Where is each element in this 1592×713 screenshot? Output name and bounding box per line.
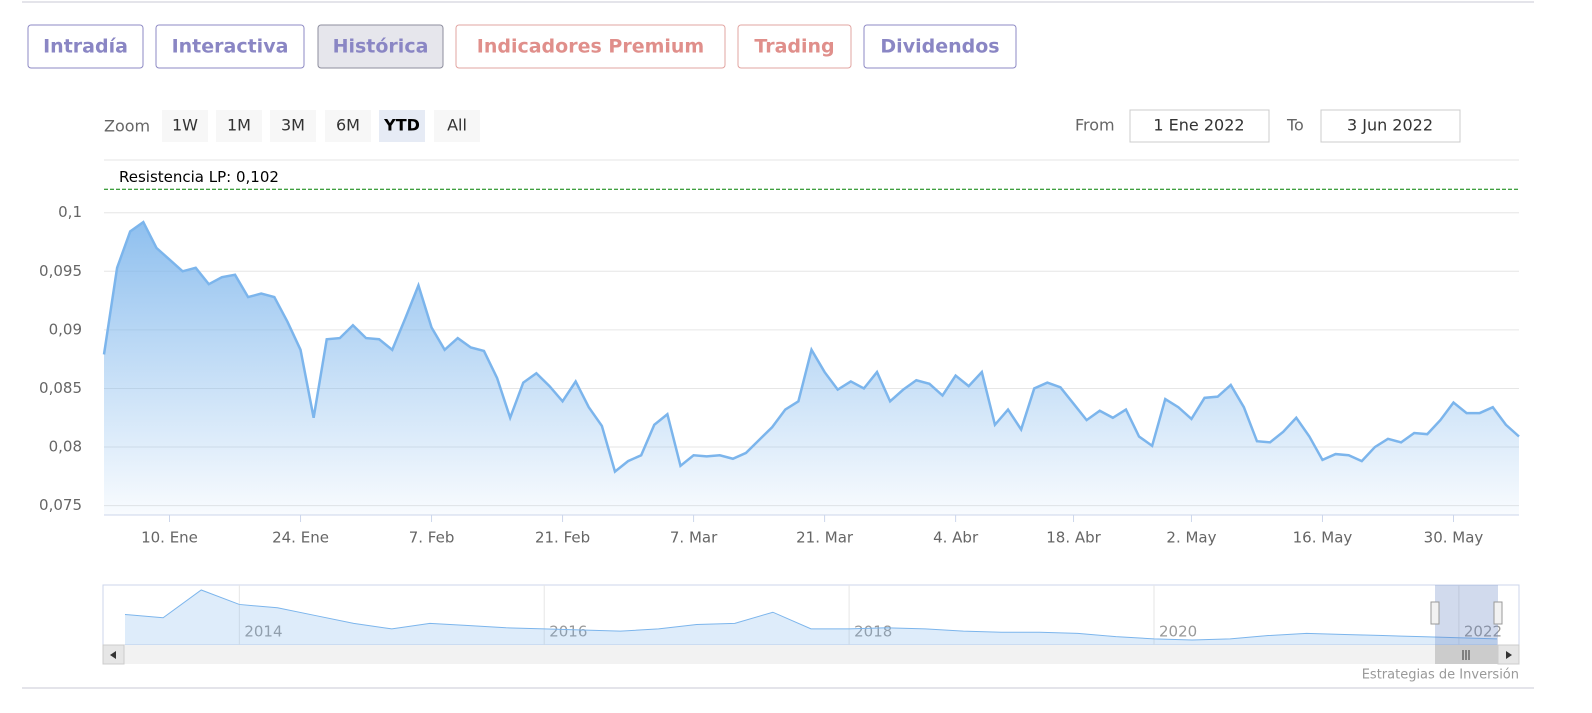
- scrollbar-grip: [1462, 650, 1470, 660]
- navigator-mask: [1435, 585, 1498, 645]
- tab-button[interactable]: [455, 24, 726, 69]
- x-tick-label: 10. Ene: [141, 529, 198, 547]
- tab-label[interactable]: Histórica: [333, 36, 429, 58]
- navigator-label: 2022: [1464, 623, 1502, 641]
- tab-button[interactable]: [317, 24, 444, 69]
- navigator-label: 2014: [244, 623, 282, 641]
- tab-button[interactable]: [863, 24, 1017, 69]
- tab-label[interactable]: Trading: [754, 36, 834, 58]
- x-tick-label: 24. Ene: [272, 529, 329, 547]
- tab-button[interactable]: [155, 24, 305, 69]
- tab-label[interactable]: Intradía: [43, 36, 128, 58]
- x-tick-label: 7. Feb: [409, 529, 455, 547]
- from-label: From: [1075, 116, 1115, 135]
- x-tick-label: 21. Feb: [535, 529, 590, 547]
- y-tick-label: 0,1: [58, 203, 82, 221]
- navigator-line: [124, 589, 1498, 641]
- tab-button[interactable]: [737, 24, 852, 69]
- navigator-label: 2016: [549, 623, 587, 641]
- y-tick-label: 0,095: [39, 262, 82, 280]
- tab-button[interactable]: [27, 24, 144, 69]
- from-input[interactable]: [1129, 109, 1270, 143]
- to-value[interactable]: 3 Jun 2022: [1347, 116, 1433, 135]
- to-label: To: [1286, 116, 1304, 135]
- credits: Estrategias de Inversión: [1362, 668, 1519, 683]
- navigator-handle[interactable]: [1493, 601, 1503, 625]
- scroll-right-arrow: [1506, 651, 1512, 659]
- navigator-handle[interactable]: [1430, 601, 1440, 625]
- y-tick-label: 0,08: [49, 438, 82, 456]
- zoom-button-label[interactable]: YTD: [383, 116, 420, 135]
- x-tick-label: 18. Abr: [1046, 529, 1101, 547]
- x-tick-label: 30. May: [1424, 529, 1484, 547]
- zoom-button[interactable]: [325, 110, 371, 142]
- navigator-area: [125, 590, 1497, 645]
- tab-label[interactable]: Indicadores Premium: [477, 36, 704, 58]
- scrollbar-track[interactable]: [103, 645, 1519, 664]
- zoom-button-label[interactable]: All: [447, 116, 467, 135]
- x-tick-label: 7. Mar: [670, 529, 718, 547]
- y-tick-label: 0,09: [49, 320, 82, 338]
- zoom-button[interactable]: [270, 110, 316, 142]
- y-tick-label: 0,075: [39, 496, 82, 514]
- area-fill: [104, 222, 1519, 515]
- plot-line-label: Resistencia LP: 0,102: [119, 168, 279, 186]
- scroll-left-arrow: [110, 651, 116, 659]
- zoom-button-label[interactable]: 3M: [281, 116, 305, 135]
- x-tick-label: 16. May: [1293, 529, 1353, 547]
- zoom-button[interactable]: [162, 110, 208, 142]
- to-input[interactable]: [1320, 109, 1461, 143]
- zoom-label: Zoom: [104, 117, 150, 136]
- zoom-button-label[interactable]: 1M: [227, 116, 251, 135]
- navigator-label: 2020: [1159, 623, 1197, 641]
- from-value[interactable]: 1 Ene 2022: [1153, 116, 1244, 135]
- x-tick-label: 21. Mar: [796, 529, 854, 547]
- zoom-button-label[interactable]: 1W: [172, 116, 198, 135]
- y-tick-label: 0,085: [39, 379, 82, 397]
- price-line: [102, 220, 1520, 474]
- zoom-button[interactable]: [434, 110, 480, 142]
- zoom-button[interactable]: [216, 110, 262, 142]
- zoom-button[interactable]: [379, 110, 425, 142]
- x-tick-label: 2. May: [1166, 529, 1216, 547]
- x-tick-label: 4. Abr: [933, 529, 979, 547]
- zoom-button-label[interactable]: 6M: [336, 116, 360, 135]
- tab-label[interactable]: Dividendos: [880, 36, 999, 58]
- tab-label[interactable]: Interactiva: [172, 36, 289, 58]
- navigator-label: 2018: [854, 623, 892, 641]
